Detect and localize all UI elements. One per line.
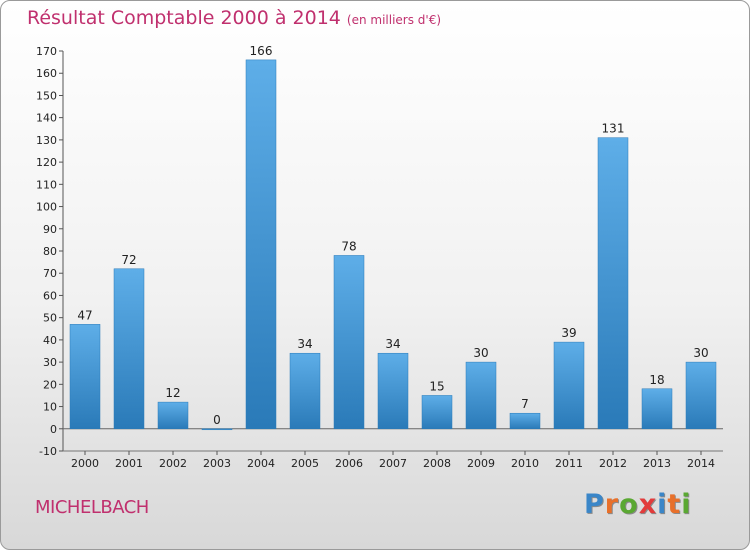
data-label-2007: 34 [385, 337, 400, 351]
data-label-2002: 12 [165, 386, 180, 400]
x-tick-label: 2002 [159, 457, 187, 470]
proxiti-logo[interactable]: Proxiti [584, 489, 692, 520]
y-tick-label: 90 [43, 223, 57, 236]
y-tick-label: 40 [43, 334, 57, 347]
data-label-2004: 166 [250, 44, 273, 58]
bar-2006 [333, 255, 365, 430]
logo-letter: r [604, 489, 620, 520]
logo-letter: x [638, 489, 658, 520]
x-tick-label: 2000 [71, 457, 99, 470]
y-tick-label: 30 [43, 356, 57, 369]
x-tick-label: 2001 [115, 457, 143, 470]
bar-2011 [553, 341, 585, 430]
x-tick-label: 2012 [599, 457, 627, 470]
y-tick-label: 50 [43, 312, 57, 325]
x-tick-label: 2004 [247, 457, 275, 470]
bar-2008 [421, 395, 453, 430]
logo-letter: i [681, 489, 692, 520]
data-label-2009: 30 [473, 346, 488, 360]
bar-2002 [157, 401, 189, 430]
bar-2007 [377, 352, 409, 430]
bar-2012 [597, 137, 629, 430]
bar-2004 [245, 59, 277, 430]
y-tick-label: 170 [36, 45, 57, 58]
x-tick-label: 2009 [467, 457, 495, 470]
x-tick-label: 2014 [687, 457, 715, 470]
x-tick-label: 2008 [423, 457, 451, 470]
x-tick-label: 2007 [379, 457, 407, 470]
bar-2000 [69, 324, 101, 430]
y-tick-label: 160 [36, 67, 57, 80]
data-label-2011: 39 [561, 326, 576, 340]
chart-title-text: Résultat Comptable 2000 à 2014 [27, 7, 341, 29]
chart-subtitle: (en milliers d'€) [346, 13, 442, 27]
data-label-2003: 0 [213, 413, 221, 427]
y-tick-label: 20 [43, 378, 57, 391]
bar-2014 [685, 361, 717, 430]
data-label-2008: 15 [429, 379, 444, 393]
chart-value-labels: 47 72 12 0 166 34 78 34 15 30 7 39 131 18 30 [77, 44, 708, 427]
data-label-2012: 131 [602, 122, 625, 136]
bar-2005 [289, 352, 321, 430]
logo-letter: P [584, 489, 605, 520]
data-label-2001: 72 [121, 253, 136, 267]
x-tick-label: 2010 [511, 457, 539, 470]
data-label-2013: 18 [649, 373, 664, 387]
x-tick-label: 2005 [291, 457, 319, 470]
y-tick-label: 80 [43, 245, 57, 258]
y-tick-label: 0 [50, 423, 57, 436]
x-tick-label: 2013 [643, 457, 671, 470]
data-label-2006: 78 [341, 239, 356, 253]
y-tick-label: -10 [39, 445, 57, 458]
y-tick-label: 60 [43, 289, 57, 302]
bar-2013 [641, 388, 673, 430]
y-tick-label: 10 [43, 401, 57, 414]
chart-bars [69, 59, 717, 431]
data-label-2005: 34 [297, 337, 312, 351]
x-tick-label: 2006 [335, 457, 363, 470]
y-tick-label: 100 [36, 201, 57, 214]
logo-letter: o [619, 489, 639, 520]
logo-letter: i [657, 489, 668, 520]
bar-2010 [509, 412, 541, 430]
data-label-2010: 7 [521, 397, 529, 411]
y-tick-label: 130 [36, 134, 57, 147]
bar-2001 [113, 268, 145, 430]
bar-2003 [201, 428, 233, 431]
data-label-2014: 30 [693, 346, 708, 360]
y-tick-label: 150 [36, 89, 57, 102]
y-tick-label: 110 [36, 178, 57, 191]
x-tick-label: 2011 [555, 457, 583, 470]
data-label-2000: 47 [77, 308, 92, 322]
commune-name: MICHELBACH [35, 497, 149, 518]
y-tick-label: 70 [43, 267, 57, 280]
x-tick-label: 2003 [203, 457, 231, 470]
y-tick-label: 120 [36, 156, 57, 169]
y-tick-label: 140 [36, 112, 57, 125]
bar-2009 [465, 361, 497, 430]
logo-letter: t [667, 489, 682, 520]
chart-title: Résultat Comptable 2000 à 2014 (en millie… [27, 7, 441, 29]
